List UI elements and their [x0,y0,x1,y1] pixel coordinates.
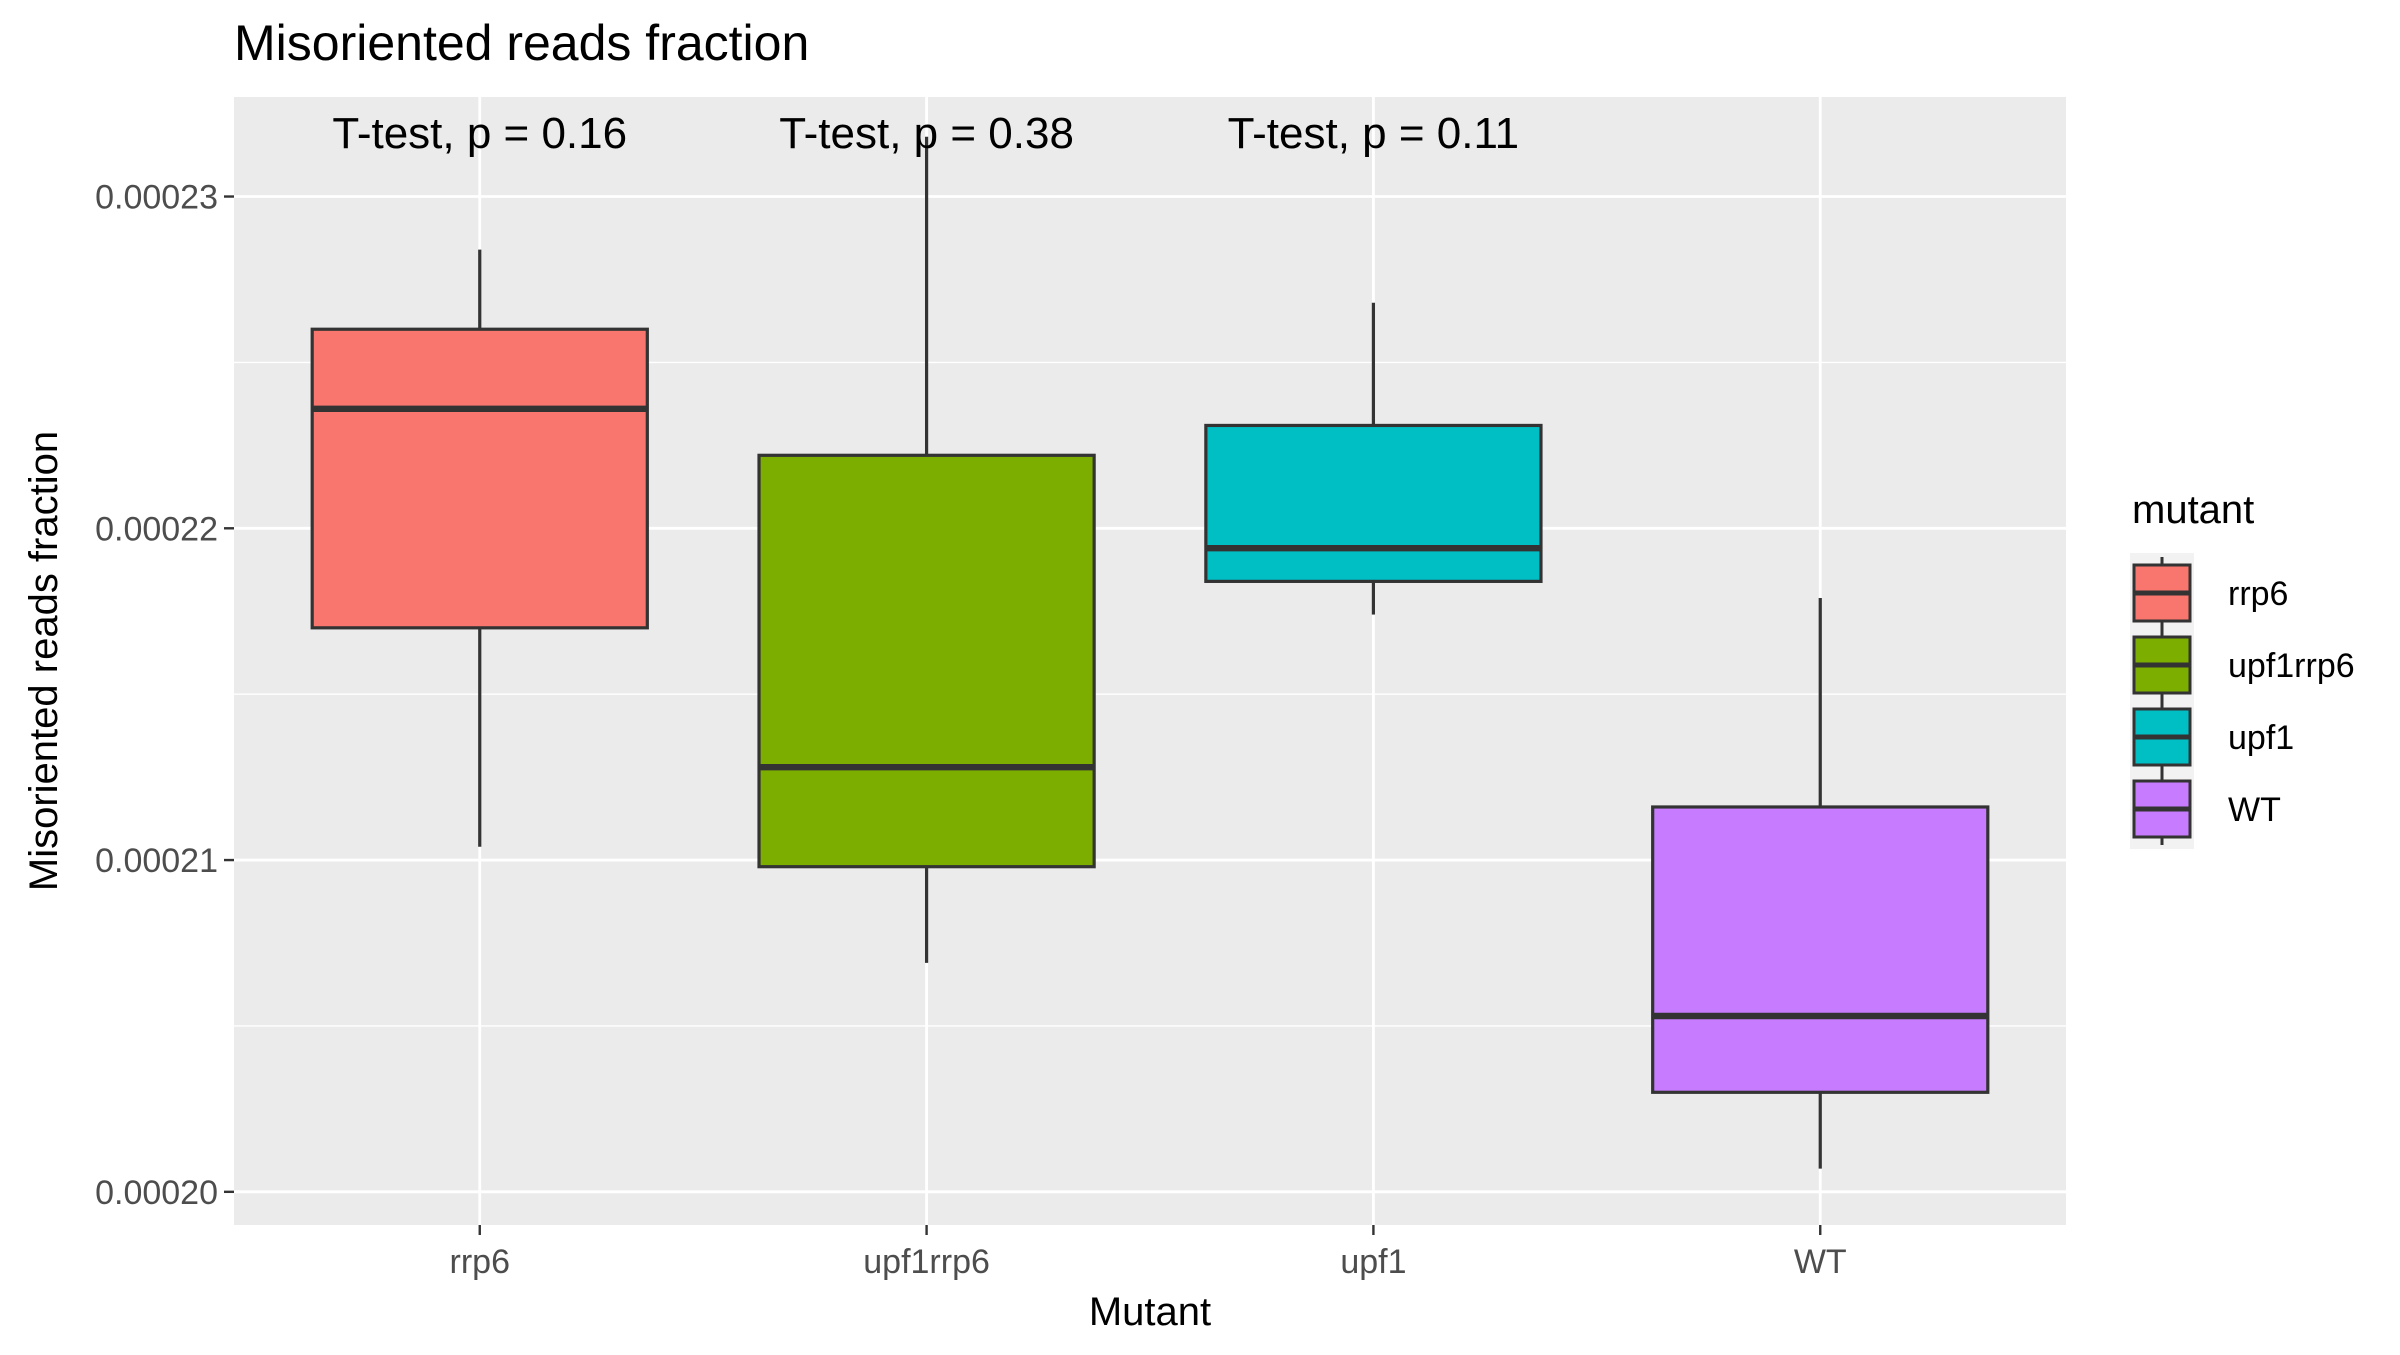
ttest-annotation: T-test, p = 0.11 [1228,109,1519,158]
box-group-WT [1651,597,1990,1169]
legend-entry-label: upf1 [2228,719,2294,757]
y-tick-label: 0.00020 [95,1174,218,1212]
x-tick-label: upf1rrp6 [863,1243,990,1281]
x-tick-label: upf1 [1340,1243,1406,1281]
y-tick-label: 0.00021 [95,842,218,880]
box-iqr [1651,805,1990,1094]
annotations: T-test, p = 0.16 T-test, p = 0.38 T-test, … [332,109,1519,158]
ttest-annotation: T-test, p = 0.38 [779,109,1074,158]
y-tick-label: 0.00023 [95,179,218,217]
chart-title: Misoriented reads fraction [234,15,809,71]
x-axis: rrp6 upf1rrp6 upf1 WT [450,1225,1847,1281]
y-tick-label: 0.00022 [95,510,218,548]
x-tick-label: rrp6 [450,1243,510,1281]
legend: mutant rrp6 upf1rrp6 upf1 WT [2130,488,2355,849]
y-axis-label: Misoriented reads fraction [22,431,66,891]
y-axis: 0.00020 0.00021 0.00022 0.00023 [95,179,234,1212]
box-iqr [310,327,649,630]
legend-entry-label: upf1rrp6 [2228,647,2355,685]
boxes [310,136,1990,1169]
box-iqr [1204,423,1543,583]
legend-title: mutant [2132,488,2254,532]
legend-entry-label: WT [2228,791,2281,829]
box-group-upf1 [1204,302,1543,615]
box-iqr [757,453,1096,869]
legend-entry-label: rrp6 [2228,575,2288,613]
box-group-upf1rrp6 [757,136,1096,963]
box-group-rrp6 [310,249,649,847]
x-axis-label: Mutant [1089,1290,1211,1334]
ttest-annotation: T-test, p = 0.16 [332,109,627,158]
x-tick-label: WT [1794,1243,1847,1281]
